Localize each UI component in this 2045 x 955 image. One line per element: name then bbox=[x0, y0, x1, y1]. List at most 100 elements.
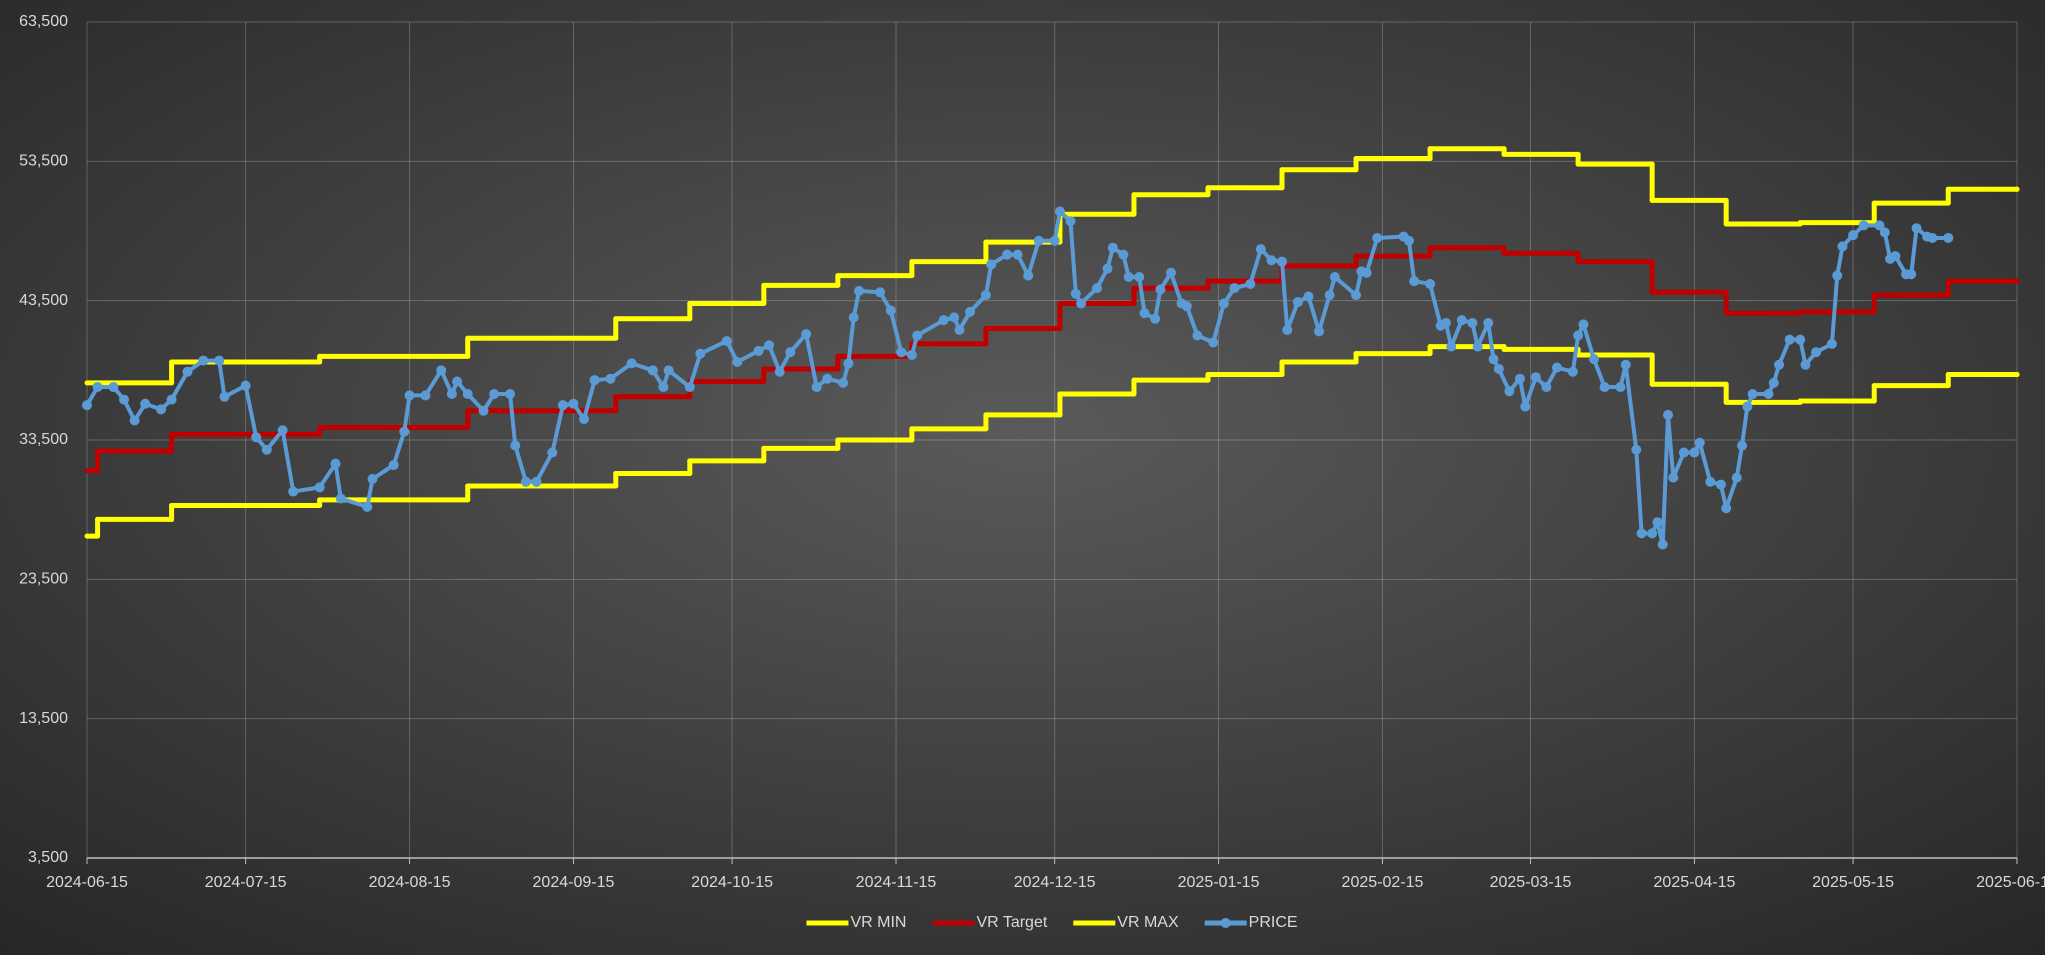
legend-item: VR MIN bbox=[806, 914, 906, 931]
price-marker bbox=[198, 355, 209, 366]
price-marker bbox=[605, 373, 616, 384]
price-marker bbox=[1023, 270, 1034, 281]
price-marker bbox=[1848, 230, 1859, 241]
price-marker bbox=[367, 474, 378, 485]
y-tick-label: 53,500 bbox=[19, 153, 68, 170]
price-marker bbox=[1927, 232, 1938, 243]
price-marker bbox=[1795, 334, 1806, 345]
price-marker bbox=[1488, 354, 1499, 365]
x-tick-label: 2024-07-15 bbox=[205, 874, 287, 891]
price-marker bbox=[965, 306, 976, 317]
price-marker bbox=[579, 414, 590, 425]
price-marker bbox=[1620, 359, 1631, 370]
price-marker bbox=[1530, 372, 1541, 383]
price-marker bbox=[822, 373, 833, 384]
price-marker bbox=[1314, 326, 1325, 337]
price-marker bbox=[1689, 447, 1700, 458]
price-marker bbox=[1033, 235, 1044, 246]
price-marker bbox=[156, 404, 167, 415]
price-marker bbox=[1943, 232, 1954, 243]
price-marker bbox=[240, 380, 251, 391]
price-marker bbox=[1721, 503, 1732, 514]
price-marker bbox=[1668, 472, 1679, 483]
price-marker bbox=[1705, 476, 1716, 487]
x-tick-label: 2024-08-15 bbox=[369, 874, 451, 891]
price-marker bbox=[388, 460, 399, 471]
price-marker bbox=[140, 398, 151, 409]
legend: VR MIN VR Target VR MAX PRICE bbox=[806, 914, 1298, 931]
y-tick-label: 43,500 bbox=[19, 292, 68, 309]
price-marker bbox=[1102, 263, 1113, 274]
price-marker bbox=[1663, 409, 1674, 420]
price-marker bbox=[520, 476, 531, 487]
price-marker bbox=[1403, 235, 1414, 246]
x-tick-label: 2024-10-15 bbox=[691, 874, 773, 891]
price-marker bbox=[1678, 447, 1689, 458]
price-marker bbox=[166, 394, 177, 405]
price-marker bbox=[92, 382, 103, 393]
price-marker bbox=[658, 382, 669, 393]
price-marker bbox=[1472, 341, 1483, 352]
y-tick-label: 23,500 bbox=[19, 571, 68, 588]
price-marker bbox=[1715, 479, 1726, 490]
price-marker bbox=[764, 340, 775, 351]
price-marker bbox=[362, 501, 373, 512]
price-marker bbox=[446, 389, 457, 400]
price-marker bbox=[1520, 401, 1531, 412]
price-marker bbox=[82, 400, 92, 411]
price-marker bbox=[1324, 290, 1335, 301]
price-marker bbox=[1911, 223, 1922, 234]
price-marker bbox=[626, 358, 637, 369]
price-marker bbox=[531, 476, 542, 487]
price-marker bbox=[314, 482, 325, 493]
price-marker bbox=[1493, 363, 1504, 374]
price-marker bbox=[1070, 288, 1081, 299]
price-marker bbox=[1858, 220, 1869, 231]
price-marker bbox=[1372, 232, 1383, 243]
price-marker bbox=[1890, 251, 1901, 262]
price-marker bbox=[695, 348, 706, 359]
price-marker bbox=[1731, 472, 1742, 483]
price-marker bbox=[1181, 301, 1192, 312]
price-marker bbox=[119, 394, 130, 405]
price-marker bbox=[1879, 227, 1890, 238]
price-marker bbox=[954, 324, 965, 335]
price-marker bbox=[774, 366, 785, 377]
price-marker bbox=[1763, 389, 1774, 400]
x-tick-label: 2024-09-15 bbox=[533, 874, 615, 891]
price-marker bbox=[330, 458, 341, 469]
price-marker bbox=[1774, 359, 1785, 370]
x-tick-label: 2025-05-15 bbox=[1812, 874, 1894, 891]
price-marker bbox=[1573, 330, 1584, 341]
price-marker bbox=[462, 389, 473, 400]
price-marker bbox=[811, 382, 822, 393]
price-marker bbox=[785, 347, 796, 358]
x-tick-label: 2025-03-15 bbox=[1490, 874, 1572, 891]
price-marker bbox=[1647, 528, 1658, 539]
price-marker bbox=[1811, 347, 1822, 358]
price-marker bbox=[478, 405, 489, 416]
legend-label: VR MAX bbox=[1117, 914, 1179, 931]
price-marker bbox=[1657, 539, 1668, 550]
price-marker bbox=[1467, 317, 1478, 328]
price-marker bbox=[1245, 278, 1256, 289]
price-marker bbox=[1155, 284, 1166, 295]
price-marker bbox=[838, 377, 849, 388]
x-tick-label: 2024-11-15 bbox=[856, 874, 937, 891]
price-marker bbox=[1784, 334, 1795, 345]
legend-item: VR MAX bbox=[1073, 914, 1179, 931]
price-marker bbox=[1165, 267, 1176, 278]
price-marker bbox=[1588, 354, 1599, 365]
price-marker bbox=[1456, 315, 1467, 326]
price-marker bbox=[1002, 249, 1013, 260]
price-marker bbox=[589, 375, 600, 386]
price-marker bbox=[1277, 256, 1288, 267]
y-tick-label: 33,500 bbox=[19, 431, 68, 448]
price-marker bbox=[1747, 389, 1758, 400]
price-marker bbox=[885, 305, 896, 316]
price-marker bbox=[399, 426, 410, 437]
price-marker bbox=[547, 447, 558, 458]
price-marker bbox=[1742, 401, 1753, 412]
price-marker bbox=[1551, 362, 1562, 373]
